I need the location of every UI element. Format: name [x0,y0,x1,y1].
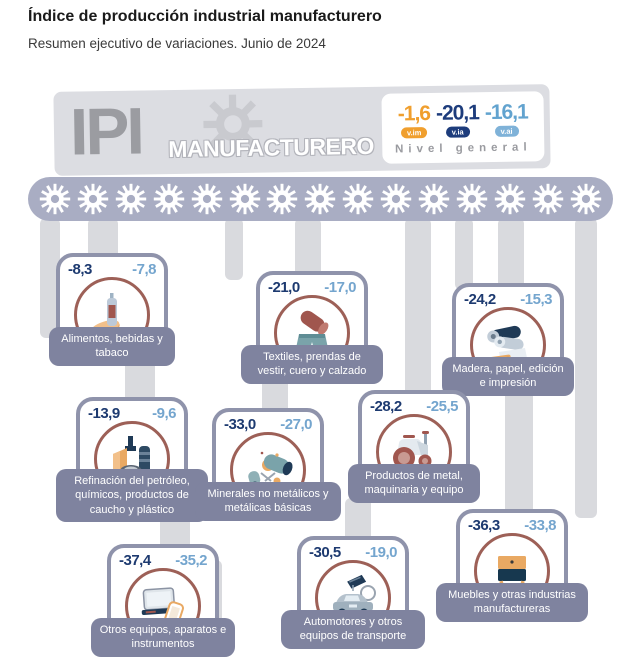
metric-via-tag: v.ia [445,126,470,138]
gear-icon [39,183,71,215]
sector-vai-value: -35,2 [175,552,207,569]
sector-vai-value: -15,3 [520,291,552,308]
sector-values: -21,0 -17,0 [260,275,364,296]
nivel-general-panel: -1,6 v.im -20,1 v.ia -16,1 v.ai Nivel ge… [381,91,545,164]
sector-vai-value: -9,6 [152,405,176,422]
sector-via-value: -21,0 [268,279,300,296]
metric-via: -20,1 v.ia [435,101,480,138]
metric-via-value: -20,1 [435,101,480,125]
ipi-logo: IPI [69,93,143,169]
conveyor-belt [28,177,613,221]
sector-via-value: -8,3 [68,261,92,278]
sector-label: Textiles, prendas de vestir, cuero y cal… [241,345,383,384]
gear-icon [342,183,374,215]
sector-card-madera: -24,2 -15,3 Madera, papel, edición e imp… [442,283,574,396]
sector-vai-value: -33,8 [524,517,556,534]
sector-values: -28,2 -25,5 [362,394,466,415]
sector-via-value: -24,2 [464,291,496,308]
gear-icon [77,183,109,215]
sector-label: Automotores y otros equipos de transport… [281,610,425,649]
pipe [405,218,431,400]
gear-icon [456,183,488,215]
pipe [505,382,533,518]
sector-via-value: -30,5 [309,544,341,561]
sector-card-alimentos: -8,3 -7,8 Alimentos, bebidas y tabaco [49,253,175,366]
sector-card-minerales: -33,0 -27,0 Minerales no metálicos y met… [195,408,341,521]
pipe [225,218,243,280]
sector-vai-value: -17,0 [324,279,356,296]
gear-icon [203,94,263,154]
gear-icon [570,183,602,215]
ipi-logo-subtext: MANUFACTURERO [168,132,375,163]
ipi-banner: IPI MANUFACTURERO -1,6 v.im [53,84,551,176]
sector-vai-value: -27,0 [280,416,312,433]
gear-icon [229,183,261,215]
sector-card-textiles: -21,0 -17,0 Textiles, prendas de vestir,… [241,271,383,384]
metric-vai-tag: v.ai [494,125,519,137]
page-subtitle: Resumen ejecutivo de variaciones. Junio … [28,36,326,51]
sector-card-automotores: -30,5 -19,0 Automotores y otros equipos … [281,536,425,649]
gear-icon [153,183,185,215]
sector-via-value: -36,3 [468,517,500,534]
pipe [455,218,473,290]
metric-vim-tag: v.im [400,127,428,139]
sector-via-value: -33,0 [224,416,256,433]
sector-label: Alimentos, bebidas y tabaco [49,327,175,366]
sector-values: -37,4 -35,2 [111,548,215,569]
gear-icon [266,183,298,215]
sector-label: Productos de metal, maquinaria y equipo [348,464,480,503]
nivel-general-label: Nivel general [394,141,532,156]
metric-vim: -1,6 v.im [397,101,431,139]
nivel-general-metrics: -1,6 v.im -20,1 v.ia -16,1 v.ai [397,100,528,139]
sector-card-muebles: -36,3 -33,8 Muebles y otras industrias m… [436,509,588,622]
sector-via-value: -37,4 [119,552,151,569]
pipe [575,218,597,518]
sector-label: Refinación del petróleo, químicos, produ… [56,469,208,522]
sector-via-value: -28,2 [370,398,402,415]
sector-values: -36,3 -33,8 [460,513,564,534]
sector-via-value: -13,9 [88,405,120,422]
metric-vai: -16,1 v.ai [484,100,528,137]
gear-icon [304,183,336,215]
gear-icon [494,183,526,215]
sector-card-refinacion: -13,9 -9,6 Refinación del petróleo, quím… [56,397,208,522]
sector-values: -30,5 -19,0 [301,540,405,561]
sector-card-metal: -28,2 -25,5 Productos de metal, maquinar… [348,390,480,503]
sector-vai-value: -25,5 [426,398,458,415]
sector-label: Muebles y otras industrias manufacturera… [436,583,588,622]
gear-icon [532,183,564,215]
sector-values: -24,2 -15,3 [456,287,560,308]
gear-icon [418,183,450,215]
sector-values: -33,0 -27,0 [216,412,320,433]
pipe [40,218,60,338]
sector-label: Minerales no metálicos y metálicas básic… [195,482,341,521]
sector-values: -13,9 -9,6 [80,401,184,422]
metric-vai-value: -16,1 [484,100,528,125]
sector-label: Otros equipos, aparatos e instrumentos [91,618,235,657]
gear-icon [380,183,412,215]
gear-icon [191,183,223,215]
sector-card-otros-equipos: -37,4 -35,2 Otros equipos, aparatos e in… [91,544,235,657]
sector-vai-value: -19,0 [365,544,397,561]
page-title: Índice de producción industrial manufact… [28,8,382,25]
sector-values: -8,3 -7,8 [60,257,164,278]
metric-vim-value: -1,6 [397,101,431,126]
sector-vai-value: -7,8 [132,261,156,278]
sector-label: Madera, papel, edición e impresión [442,357,574,396]
gear-icon [115,183,147,215]
